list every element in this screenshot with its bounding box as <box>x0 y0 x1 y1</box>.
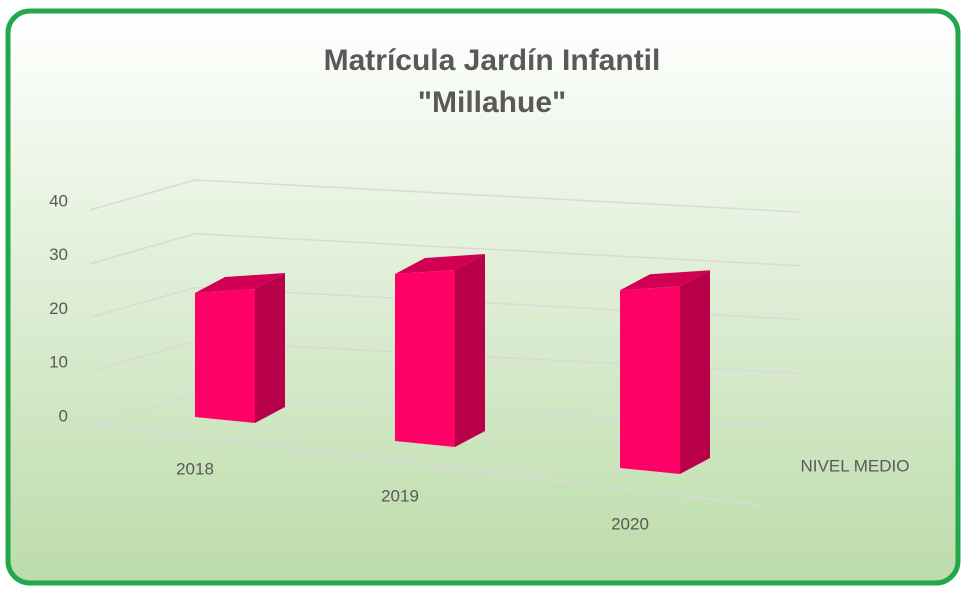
floor-line <box>99 424 761 506</box>
bar-side <box>455 254 485 447</box>
chart-title: Matrícula Jardín Infantil <box>324 44 661 77</box>
y-tick-label: 20 <box>49 299 68 318</box>
bar <box>195 289 255 423</box>
bar-side <box>255 273 285 423</box>
bar <box>395 270 455 447</box>
y-tick-label: 30 <box>49 245 68 264</box>
x-tick-label: 2020 <box>611 514 649 533</box>
bar-top <box>195 273 285 293</box>
grid-line <box>89 179 801 213</box>
y-tick-label: 40 <box>49 191 68 210</box>
y-tick-label: 10 <box>49 353 68 372</box>
x-tick-label: 2018 <box>176 459 214 478</box>
grid-line <box>89 232 801 267</box>
bar <box>620 286 680 474</box>
bar-top <box>620 270 710 291</box>
bar-side <box>680 270 710 474</box>
y-tick-label: 0 <box>59 406 68 425</box>
bar-top <box>395 254 485 274</box>
grid-line <box>89 286 801 321</box>
chart-title: "Millahue" <box>418 86 566 119</box>
series-label: NIVEL MEDIO <box>801 456 910 475</box>
x-tick-label: 2019 <box>381 486 419 505</box>
